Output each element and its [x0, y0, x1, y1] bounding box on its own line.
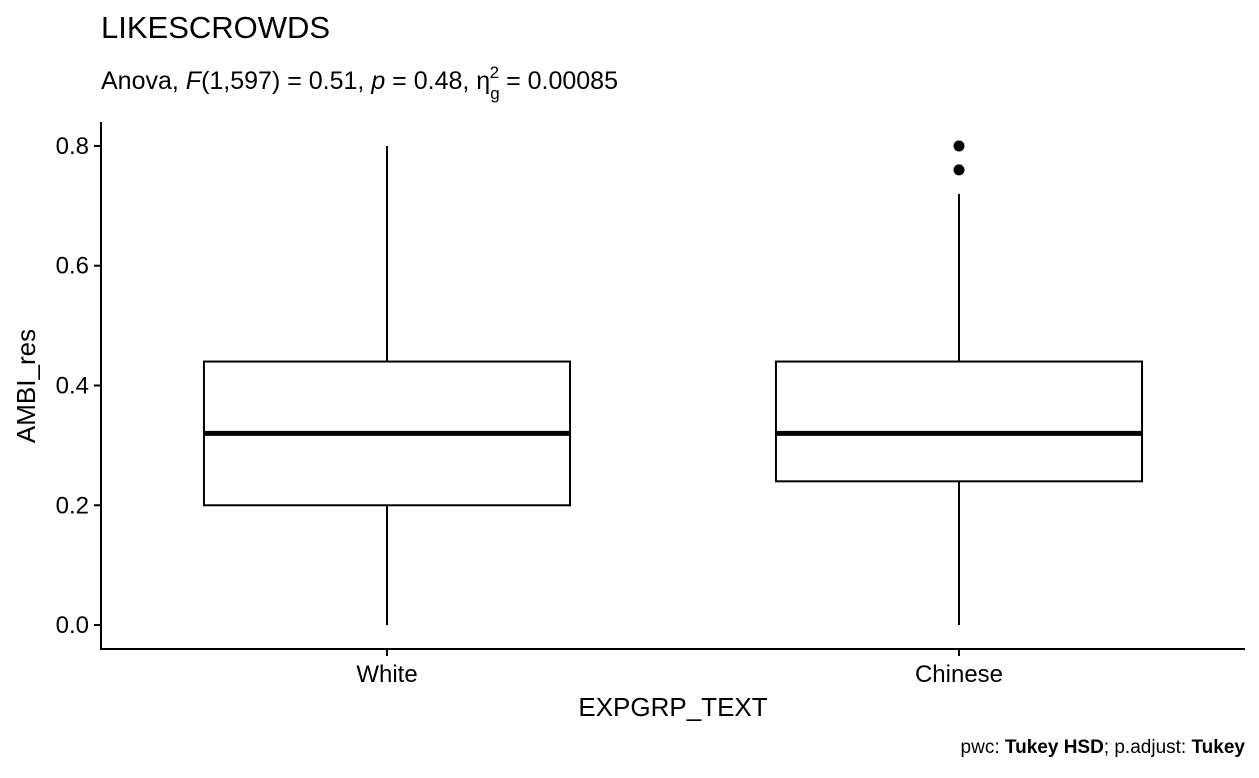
box — [774, 360, 1144, 483]
y-tick-label: 0.6 — [56, 253, 89, 280]
caption: pwc: Tukey HSD; p.adjust: Tukey — [961, 737, 1246, 758]
x-tick-label: Chinese — [915, 661, 1003, 688]
x-axis-title: EXPGRP_TEXT — [578, 692, 767, 722]
y-tick-label: 0.2 — [56, 492, 89, 519]
y-axis-title: AMBI_res — [11, 329, 41, 443]
chart-title: LIKESCROWDS — [101, 10, 330, 45]
y-tick-label: 0.8 — [56, 133, 89, 160]
plot-area: 0.0 0.2 0.4 0.6 0.8 White Chinese — [56, 122, 1245, 688]
y-tick-label: 0.0 — [56, 612, 89, 639]
chart-subtitle: Anova, F(1,597) = 0.51, p = 0.48, ηg2 = … — [101, 63, 618, 103]
y-tick-label: 0.4 — [56, 373, 89, 400]
x-tick-label: White — [356, 661, 417, 688]
outlier-point — [953, 164, 965, 176]
outlier-point — [953, 140, 965, 152]
